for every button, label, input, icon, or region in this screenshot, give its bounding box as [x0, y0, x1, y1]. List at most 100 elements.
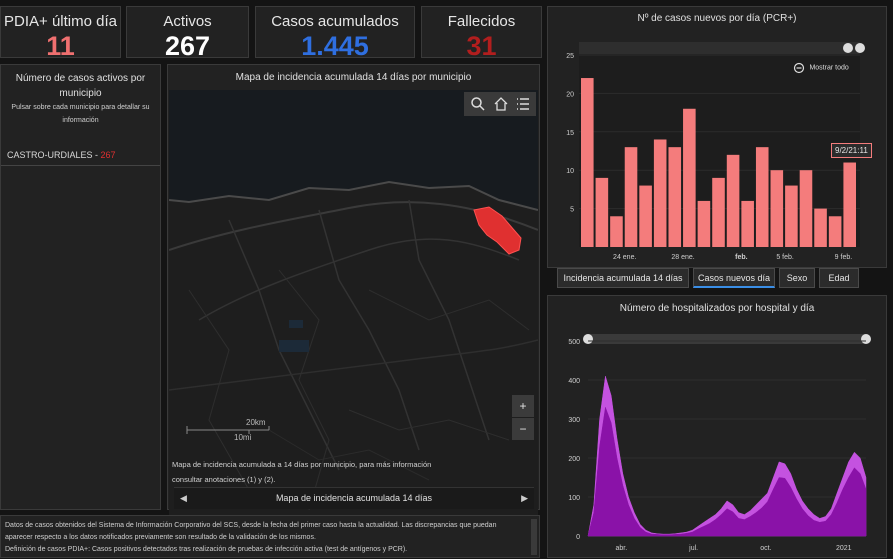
kpi-value: 1.445 — [301, 31, 369, 61]
coastline — [169, 180, 538, 211]
x-tick-label: oct. — [760, 545, 771, 552]
y-tick-label: 5 — [570, 207, 574, 214]
tab-0[interactable]: Incidencia acumulada 14 días — [557, 268, 689, 288]
municipality-row[interactable]: CASTRO-URDIALES - 267 — [7, 150, 116, 160]
nav-next-button[interactable]: ▶ — [521, 493, 528, 503]
nav-prev-button[interactable]: ◀ — [180, 493, 187, 503]
search-icon[interactable] — [470, 96, 486, 112]
range-handle-right — [855, 43, 865, 53]
road — [169, 339, 538, 391]
range-slider-track — [579, 42, 860, 54]
kpi-title: PDIA+ último día — [4, 13, 117, 30]
bar — [581, 78, 594, 247]
x-tick-label: jul. — [688, 545, 698, 552]
municipality-castro-urdiales — [473, 206, 522, 255]
reservoir — [289, 320, 303, 328]
scale-mi: 10mi — [234, 433, 252, 442]
road — [408, 199, 490, 441]
road — [348, 409, 510, 441]
bar — [624, 147, 638, 247]
tab-2[interactable]: Sexo — [779, 268, 815, 288]
hospitalized-panel: Número de hospitalizados por hospital y … — [547, 295, 887, 558]
bar — [726, 154, 740, 247]
bar — [814, 208, 827, 247]
map-canvas[interactable]: 20km 10mi — [169, 90, 538, 515]
municipality-separator: - — [92, 150, 101, 160]
kpi-activos-card: Activos 267 — [126, 6, 249, 61]
bar — [755, 147, 769, 247]
tab-3[interactable]: Edad — [819, 268, 859, 288]
bar — [668, 147, 682, 247]
tab-1[interactable]: Casos nuevos día — [693, 268, 775, 288]
bar — [683, 108, 696, 247]
kpi-value: 11 — [46, 31, 75, 61]
zoom-out-button[interactable]: − — [512, 418, 534, 440]
range-handle-right — [861, 334, 871, 344]
bar — [741, 200, 754, 247]
bar — [799, 170, 813, 247]
divider — [1, 165, 160, 166]
chart-title: Número de hospitalizados por hospital y … — [619, 303, 815, 314]
range-handle-left — [583, 334, 593, 344]
y-tick-label: 100 — [568, 495, 580, 502]
x-tick-label: 24 ene. — [613, 254, 636, 261]
new-cases-chart: 5 10 15 20 25 24 ene. 28 ene. feb. 5 feb. 9 feb. — [566, 42, 865, 261]
reservoir — [279, 340, 309, 352]
bar — [610, 216, 623, 247]
road — [278, 269, 330, 511]
x-tick-label: 28 ene. — [671, 254, 694, 261]
bar — [595, 177, 609, 247]
zoom-in-button[interactable]: + — [512, 395, 534, 417]
map-toolbar — [464, 92, 536, 116]
scale-km: 20km — [246, 418, 266, 427]
y-tick-label: 300 — [568, 417, 580, 424]
kpi-value: 267 — [164, 31, 211, 61]
y-tick-label: 200 — [568, 456, 580, 463]
y-tick-label: 20 — [566, 91, 574, 98]
bar — [785, 185, 798, 247]
y-tick-label: 500 — [568, 339, 580, 346]
bar — [828, 216, 842, 247]
bar — [712, 177, 725, 247]
x-tick-label: feb. — [735, 254, 748, 261]
active-panel-title: Número de casos activos por municipio — [15, 73, 146, 99]
notes-panel: Datos de casos obtenidos del Sistema de … — [0, 515, 540, 558]
show-all-button[interactable]: Mostrar todo — [793, 59, 849, 77]
notes-scrollbar[interactable] — [531, 519, 537, 555]
bar — [639, 185, 652, 247]
active-cases-panel: Número de casos activos por municipio Pu… — [0, 64, 161, 510]
show-all-label: Mostrar todo — [809, 64, 849, 72]
range-handle-left — [843, 43, 853, 53]
y-tick-label: 25 — [566, 53, 574, 60]
kpi-acumulados-card: Casos acumulados 1.445 — [255, 6, 415, 61]
x-tick-label: 9 feb. — [835, 254, 853, 261]
list-icon[interactable] — [515, 96, 531, 112]
notes-line-1: Datos de casos obtenidos del Sistema de … — [5, 522, 497, 541]
road — [198, 238, 520, 321]
municipality-name: CASTRO-URDIALES — [7, 150, 93, 160]
bar — [653, 139, 667, 247]
area-series — [587, 376, 867, 537]
bar — [770, 170, 784, 247]
map-footnote: Mapa de incidencia acumulada a 14 días p… — [172, 460, 432, 484]
kpi-pdia-card: PDIA+ último día 11 — [0, 6, 121, 61]
new-cases-panel: Nº de casos nuevos por día (PCR+) 5 10 15 2… — [547, 6, 887, 268]
road — [318, 209, 420, 451]
chart-tooltip: 9/2/21:11 — [831, 143, 872, 158]
home-icon[interactable] — [493, 96, 509, 112]
road — [268, 429, 430, 481]
road — [188, 289, 250, 491]
y-tick-label: 15 — [566, 130, 574, 137]
y-tick-label: 0 — [576, 534, 580, 541]
map-title: Mapa de incidencia acumulada 14 días por… — [235, 72, 472, 83]
active-panel-subtitle: Pulsar sobre cada municipio para detalla… — [11, 104, 150, 124]
zoom-out-icon — [793, 62, 805, 73]
municipality-count: 267 — [100, 150, 116, 160]
kpi-title: Activos — [163, 13, 212, 30]
area-series — [587, 407, 867, 537]
sea-area — [169, 90, 538, 210]
map-svg — [169, 90, 538, 511]
y-tick-label: 400 — [568, 378, 580, 385]
notes-line-2: Definición de casos PDIA+: Casos positiv… — [5, 546, 408, 553]
map-panel: Mapa de incidencia acumulada 14 días por… — [167, 64, 540, 515]
